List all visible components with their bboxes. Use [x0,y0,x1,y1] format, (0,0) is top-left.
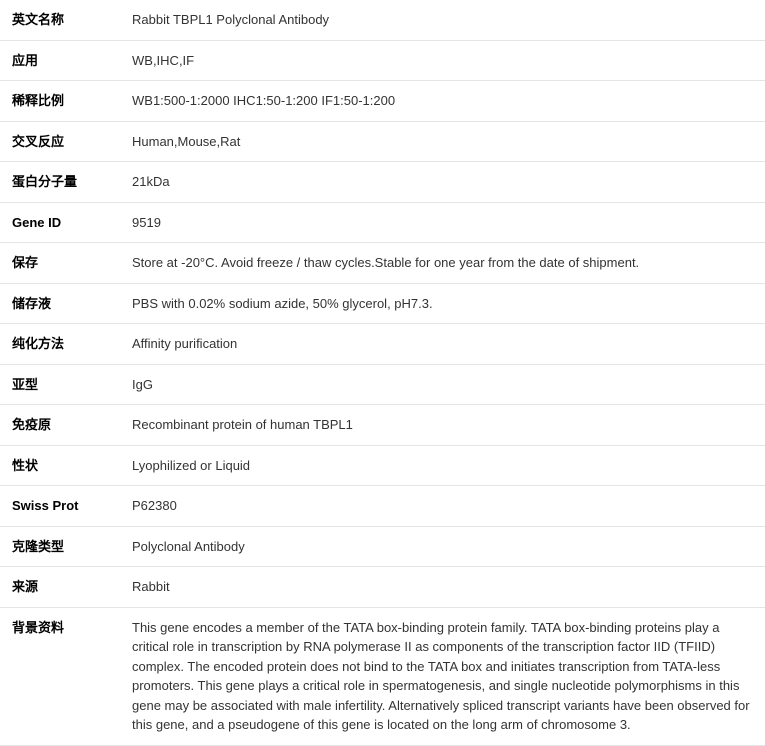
spec-label: 储存液 [0,283,120,324]
spec-label: Swiss Prot [0,486,120,527]
table-row: 克隆类型 Polyclonal Antibody [0,526,765,567]
spec-value: Store at -20°C. Avoid freeze / thaw cycl… [120,243,765,284]
spec-label: 纯化方法 [0,324,120,365]
table-row: 免疫原 Recombinant protein of human TBPL1 [0,405,765,446]
spec-value: WB,IHC,IF [120,40,765,81]
table-row: 来源 Rabbit [0,567,765,608]
spec-value: Lyophilized or Liquid [120,445,765,486]
spec-value: PBS with 0.02% sodium azide, 50% glycero… [120,283,765,324]
table-row: Swiss Prot P62380 [0,486,765,527]
spec-value: 21kDa [120,162,765,203]
spec-label: 应用 [0,40,120,81]
spec-value: IgG [120,364,765,405]
spec-value: Rabbit [120,567,765,608]
table-row: 背景资料 This gene encodes a member of the T… [0,607,765,745]
table-row: 亚型 IgG [0,364,765,405]
spec-label: 来源 [0,567,120,608]
spec-label: 性状 [0,445,120,486]
spec-label: 背景资料 [0,607,120,745]
table-row: 储存液 PBS with 0.02% sodium azide, 50% gly… [0,283,765,324]
table-row: Gene ID 9519 [0,202,765,243]
table-row: 稀释比例 WB1:500-1:2000 IHC1:50-1:200 IF1:50… [0,81,765,122]
spec-label: 保存 [0,243,120,284]
spec-label: 亚型 [0,364,120,405]
specification-table: 英文名称 Rabbit TBPL1 Polyclonal Antibody 应用… [0,0,765,746]
spec-label: 免疫原 [0,405,120,446]
spec-label: 稀释比例 [0,81,120,122]
spec-value: Recombinant protein of human TBPL1 [120,405,765,446]
table-row: 性状 Lyophilized or Liquid [0,445,765,486]
table-row: 纯化方法 Affinity purification [0,324,765,365]
table-row: 应用 WB,IHC,IF [0,40,765,81]
spec-tbody: 英文名称 Rabbit TBPL1 Polyclonal Antibody 应用… [0,0,765,745]
spec-value: P62380 [120,486,765,527]
spec-value: Human,Mouse,Rat [120,121,765,162]
spec-value: Rabbit TBPL1 Polyclonal Antibody [120,0,765,40]
spec-label: Gene ID [0,202,120,243]
spec-value: WB1:500-1:2000 IHC1:50-1:200 IF1:50-1:20… [120,81,765,122]
spec-value: Polyclonal Antibody [120,526,765,567]
table-row: 英文名称 Rabbit TBPL1 Polyclonal Antibody [0,0,765,40]
table-row: 保存 Store at -20°C. Avoid freeze / thaw c… [0,243,765,284]
spec-value: This gene encodes a member of the TATA b… [120,607,765,745]
table-row: 蛋白分子量 21kDa [0,162,765,203]
spec-label: 交叉反应 [0,121,120,162]
spec-label: 克隆类型 [0,526,120,567]
spec-value: 9519 [120,202,765,243]
table-row: 交叉反应 Human,Mouse,Rat [0,121,765,162]
spec-label: 英文名称 [0,0,120,40]
spec-label: 蛋白分子量 [0,162,120,203]
spec-value: Affinity purification [120,324,765,365]
